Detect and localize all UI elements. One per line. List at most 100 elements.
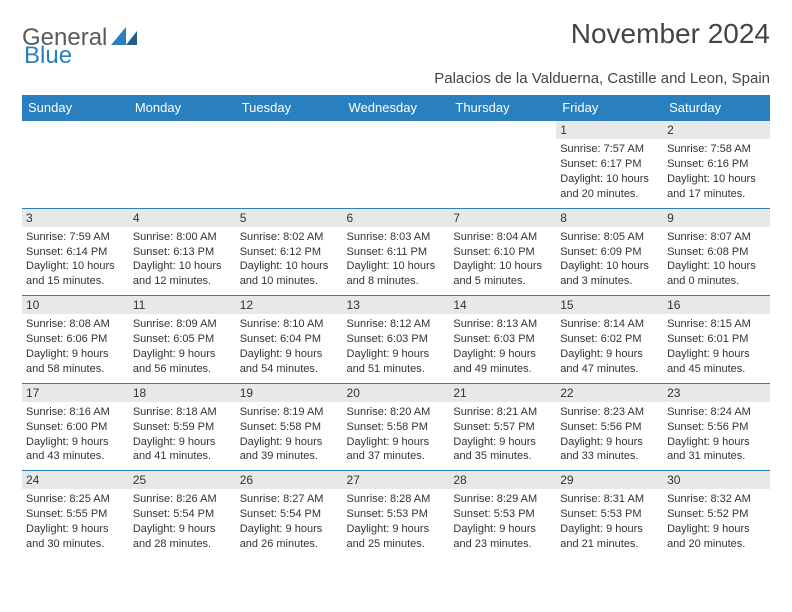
sunset-text: Sunset: 6:05 PM bbox=[133, 332, 232, 347]
calendar-day-cell: 19Sunrise: 8:19 AMSunset: 5:58 PMDayligh… bbox=[236, 383, 343, 471]
daylight-text: Daylight: 9 hours and 26 minutes. bbox=[240, 522, 339, 552]
calendar-day-cell: 24Sunrise: 8:25 AMSunset: 5:55 PMDayligh… bbox=[22, 471, 129, 558]
day-number: 5 bbox=[236, 209, 343, 227]
sunset-text: Sunset: 6:10 PM bbox=[453, 245, 552, 260]
sunset-text: Sunset: 6:16 PM bbox=[667, 157, 766, 172]
day-number: 15 bbox=[556, 296, 663, 314]
logo-triangle-icon bbox=[111, 24, 137, 52]
day-number: 25 bbox=[129, 471, 236, 489]
calendar-day-cell: 13Sunrise: 8:12 AMSunset: 6:03 PMDayligh… bbox=[343, 296, 450, 384]
sunset-text: Sunset: 6:00 PM bbox=[26, 420, 125, 435]
day-number: 9 bbox=[663, 209, 770, 227]
calendar-week-row: 17Sunrise: 8:16 AMSunset: 6:00 PMDayligh… bbox=[22, 383, 770, 471]
calendar-week-row: 1Sunrise: 7:57 AMSunset: 6:17 PMDaylight… bbox=[22, 121, 770, 209]
sunrise-text: Sunrise: 8:08 AM bbox=[26, 317, 125, 332]
sunset-text: Sunset: 6:09 PM bbox=[560, 245, 659, 260]
sunrise-text: Sunrise: 8:13 AM bbox=[453, 317, 552, 332]
calendar-week-row: 24Sunrise: 8:25 AMSunset: 5:55 PMDayligh… bbox=[22, 471, 770, 558]
daylight-text: Daylight: 9 hours and 49 minutes. bbox=[453, 347, 552, 377]
sunrise-text: Sunrise: 8:32 AM bbox=[667, 492, 766, 507]
calendar-day-cell: 17Sunrise: 8:16 AMSunset: 6:00 PMDayligh… bbox=[22, 383, 129, 471]
calendar-table: Sunday Monday Tuesday Wednesday Thursday… bbox=[22, 95, 770, 558]
sunrise-text: Sunrise: 8:14 AM bbox=[560, 317, 659, 332]
sunset-text: Sunset: 6:03 PM bbox=[453, 332, 552, 347]
sunrise-text: Sunrise: 8:00 AM bbox=[133, 230, 232, 245]
sunrise-text: Sunrise: 8:07 AM bbox=[667, 230, 766, 245]
calendar-day-cell: 29Sunrise: 8:31 AMSunset: 5:53 PMDayligh… bbox=[556, 471, 663, 558]
calendar-day-cell: 21Sunrise: 8:21 AMSunset: 5:57 PMDayligh… bbox=[449, 383, 556, 471]
calendar-day-cell: 11Sunrise: 8:09 AMSunset: 6:05 PMDayligh… bbox=[129, 296, 236, 384]
day-number: 12 bbox=[236, 296, 343, 314]
calendar-day-cell: 5Sunrise: 8:02 AMSunset: 6:12 PMDaylight… bbox=[236, 208, 343, 296]
sunrise-text: Sunrise: 8:28 AM bbox=[347, 492, 446, 507]
sunrise-text: Sunrise: 7:57 AM bbox=[560, 142, 659, 157]
sunrise-text: Sunrise: 8:19 AM bbox=[240, 405, 339, 420]
calendar-day-cell: 18Sunrise: 8:18 AMSunset: 5:59 PMDayligh… bbox=[129, 383, 236, 471]
daylight-text: Daylight: 9 hours and 41 minutes. bbox=[133, 435, 232, 465]
calendar-day-cell: 3Sunrise: 7:59 AMSunset: 6:14 PMDaylight… bbox=[22, 208, 129, 296]
sunset-text: Sunset: 5:57 PM bbox=[453, 420, 552, 435]
sunrise-text: Sunrise: 8:04 AM bbox=[453, 230, 552, 245]
sunset-text: Sunset: 5:54 PM bbox=[240, 507, 339, 522]
sunrise-text: Sunrise: 8:26 AM bbox=[133, 492, 232, 507]
sunrise-text: Sunrise: 8:09 AM bbox=[133, 317, 232, 332]
sunrise-text: Sunrise: 8:21 AM bbox=[453, 405, 552, 420]
daylight-text: Daylight: 9 hours and 33 minutes. bbox=[560, 435, 659, 465]
day-number: 8 bbox=[556, 209, 663, 227]
day-number: 14 bbox=[449, 296, 556, 314]
weekday-header: Tuesday bbox=[236, 95, 343, 121]
sunset-text: Sunset: 5:52 PM bbox=[667, 507, 766, 522]
sunrise-text: Sunrise: 8:27 AM bbox=[240, 492, 339, 507]
sunset-text: Sunset: 6:04 PM bbox=[240, 332, 339, 347]
calendar-day-cell: 9Sunrise: 8:07 AMSunset: 6:08 PMDaylight… bbox=[663, 208, 770, 296]
day-number: 24 bbox=[22, 471, 129, 489]
sunset-text: Sunset: 5:55 PM bbox=[26, 507, 125, 522]
daylight-text: Daylight: 9 hours and 23 minutes. bbox=[453, 522, 552, 552]
day-number: 1 bbox=[556, 121, 663, 139]
calendar-day-cell: 6Sunrise: 8:03 AMSunset: 6:11 PMDaylight… bbox=[343, 208, 450, 296]
sunset-text: Sunset: 5:53 PM bbox=[560, 507, 659, 522]
sunrise-text: Sunrise: 8:23 AM bbox=[560, 405, 659, 420]
daylight-text: Daylight: 9 hours and 25 minutes. bbox=[347, 522, 446, 552]
day-number: 4 bbox=[129, 209, 236, 227]
sunset-text: Sunset: 5:58 PM bbox=[347, 420, 446, 435]
daylight-text: Daylight: 9 hours and 20 minutes. bbox=[667, 522, 766, 552]
day-number: 16 bbox=[663, 296, 770, 314]
weekday-header: Thursday bbox=[449, 95, 556, 121]
sunset-text: Sunset: 6:13 PM bbox=[133, 245, 232, 260]
day-number: 10 bbox=[22, 296, 129, 314]
daylight-text: Daylight: 10 hours and 15 minutes. bbox=[26, 259, 125, 289]
sunset-text: Sunset: 5:56 PM bbox=[667, 420, 766, 435]
daylight-text: Daylight: 10 hours and 8 minutes. bbox=[347, 259, 446, 289]
sunset-text: Sunset: 5:56 PM bbox=[560, 420, 659, 435]
sunrise-text: Sunrise: 8:29 AM bbox=[453, 492, 552, 507]
day-number: 18 bbox=[129, 384, 236, 402]
calendar-day-cell bbox=[236, 121, 343, 209]
sunrise-text: Sunrise: 8:05 AM bbox=[560, 230, 659, 245]
daylight-text: Daylight: 9 hours and 30 minutes. bbox=[26, 522, 125, 552]
daylight-text: Daylight: 9 hours and 31 minutes. bbox=[667, 435, 766, 465]
calendar-day-cell bbox=[343, 121, 450, 209]
calendar-day-cell bbox=[22, 121, 129, 209]
calendar-day-cell: 22Sunrise: 8:23 AMSunset: 5:56 PMDayligh… bbox=[556, 383, 663, 471]
calendar-day-cell: 12Sunrise: 8:10 AMSunset: 6:04 PMDayligh… bbox=[236, 296, 343, 384]
daylight-text: Daylight: 10 hours and 12 minutes. bbox=[133, 259, 232, 289]
daylight-text: Daylight: 9 hours and 43 minutes. bbox=[26, 435, 125, 465]
day-number: 6 bbox=[343, 209, 450, 227]
day-number: 29 bbox=[556, 471, 663, 489]
calendar-day-cell: 20Sunrise: 8:20 AMSunset: 5:58 PMDayligh… bbox=[343, 383, 450, 471]
calendar-day-cell: 4 Sunrise: 8:00 AMSunset: 6:13 PMDaylight… bbox=[129, 208, 236, 296]
day-number: 27 bbox=[343, 471, 450, 489]
daylight-text: Daylight: 9 hours and 37 minutes. bbox=[347, 435, 446, 465]
daylight-text: Daylight: 9 hours and 56 minutes. bbox=[133, 347, 232, 377]
weekday-header: Wednesday bbox=[343, 95, 450, 121]
sunset-text: Sunset: 5:59 PM bbox=[133, 420, 232, 435]
day-number: 20 bbox=[343, 384, 450, 402]
day-number: 23 bbox=[663, 384, 770, 402]
calendar-day-cell: 7Sunrise: 8:04 AMSunset: 6:10 PMDaylight… bbox=[449, 208, 556, 296]
sunrise-text: Sunrise: 7:58 AM bbox=[667, 142, 766, 157]
calendar-day-cell: 2Sunrise: 7:58 AMSunset: 6:16 PMDaylight… bbox=[663, 121, 770, 209]
daylight-text: Daylight: 10 hours and 0 minutes. bbox=[667, 259, 766, 289]
sunset-text: Sunset: 6:02 PM bbox=[560, 332, 659, 347]
day-number: 3 bbox=[22, 209, 129, 227]
